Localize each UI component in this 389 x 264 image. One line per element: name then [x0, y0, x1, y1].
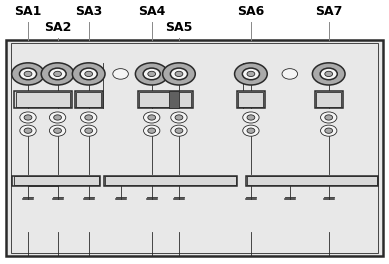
Circle shape [175, 128, 183, 133]
Circle shape [235, 63, 267, 85]
Circle shape [41, 63, 74, 85]
Circle shape [170, 68, 187, 80]
Circle shape [135, 63, 168, 85]
Bar [246, 176, 378, 186]
Bar [247, 176, 377, 185]
Circle shape [143, 68, 160, 80]
Circle shape [325, 71, 333, 77]
Text: SA6: SA6 [237, 5, 265, 18]
Circle shape [247, 71, 255, 77]
Bar [138, 91, 193, 108]
Bar [14, 176, 99, 185]
Bar [14, 91, 72, 108]
Circle shape [175, 71, 183, 77]
Circle shape [321, 125, 337, 136]
Circle shape [247, 115, 255, 120]
Circle shape [242, 68, 259, 80]
Bar [315, 91, 343, 108]
Bar [316, 92, 341, 107]
Circle shape [24, 115, 32, 120]
Circle shape [320, 68, 337, 80]
Text: SA4: SA4 [138, 5, 165, 18]
Circle shape [325, 115, 333, 120]
Circle shape [80, 68, 97, 80]
Circle shape [54, 71, 61, 77]
Circle shape [282, 69, 298, 79]
Bar [75, 91, 103, 108]
Text: SA7: SA7 [315, 5, 342, 18]
Text: SA3: SA3 [75, 5, 102, 18]
Bar [11, 43, 378, 253]
Circle shape [24, 128, 32, 133]
Circle shape [81, 125, 97, 136]
Bar [238, 92, 263, 107]
Circle shape [72, 63, 105, 85]
Circle shape [163, 63, 195, 85]
Circle shape [175, 115, 183, 120]
Circle shape [312, 63, 345, 85]
Circle shape [113, 69, 128, 79]
Circle shape [144, 112, 160, 123]
Text: SA5: SA5 [165, 21, 193, 34]
Circle shape [85, 71, 93, 77]
Circle shape [243, 125, 259, 136]
Circle shape [19, 68, 37, 80]
Bar [16, 92, 70, 107]
Circle shape [54, 115, 61, 120]
Circle shape [171, 112, 187, 123]
Circle shape [20, 112, 36, 123]
Circle shape [148, 128, 156, 133]
Bar [76, 92, 101, 107]
Circle shape [20, 125, 36, 136]
Circle shape [144, 125, 160, 136]
Bar [6, 40, 383, 256]
Circle shape [49, 125, 66, 136]
Bar [139, 92, 191, 107]
Text: SA2: SA2 [44, 21, 71, 34]
Circle shape [243, 112, 259, 123]
Circle shape [12, 63, 44, 85]
Circle shape [24, 71, 32, 77]
Circle shape [85, 115, 93, 120]
Circle shape [81, 112, 97, 123]
Bar [105, 176, 236, 185]
Bar [170, 91, 179, 108]
Circle shape [148, 71, 156, 77]
Text: SA1: SA1 [14, 5, 42, 18]
Circle shape [85, 128, 93, 133]
Circle shape [49, 68, 66, 80]
Circle shape [171, 125, 187, 136]
Circle shape [247, 128, 255, 133]
Circle shape [54, 128, 61, 133]
Bar [12, 176, 100, 186]
Circle shape [321, 112, 337, 123]
Circle shape [325, 128, 333, 133]
Bar [237, 91, 265, 108]
Bar [104, 176, 237, 186]
Circle shape [148, 115, 156, 120]
Circle shape [49, 112, 66, 123]
